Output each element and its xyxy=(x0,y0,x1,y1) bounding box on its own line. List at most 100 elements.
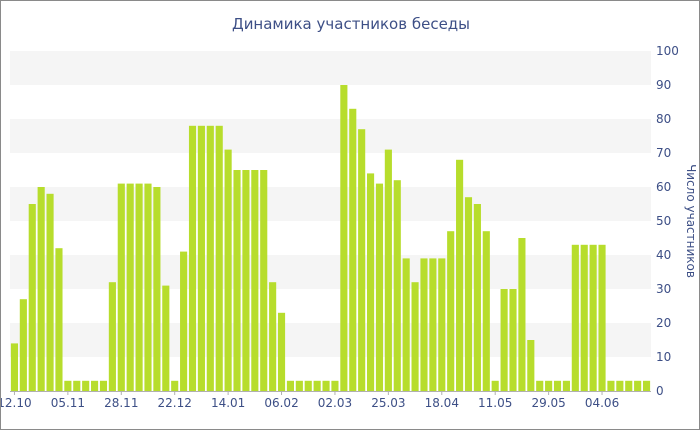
y-tick-label: 20 xyxy=(656,316,671,330)
bar xyxy=(304,380,312,391)
bar xyxy=(331,380,339,391)
bar xyxy=(188,125,197,392)
bar xyxy=(589,244,597,391)
x-tick-label: 11.05 xyxy=(478,396,512,410)
bar xyxy=(447,231,455,391)
y-tick-label: 60 xyxy=(656,180,671,194)
x-tick-label: 05.11 xyxy=(51,396,85,410)
bar xyxy=(224,149,232,391)
bar xyxy=(358,129,366,391)
bar xyxy=(286,380,294,391)
bar xyxy=(64,380,72,391)
grid-band xyxy=(10,323,651,357)
bar xyxy=(215,125,223,392)
y-axis-label: Число участников xyxy=(684,164,698,278)
bar xyxy=(473,204,481,391)
bar xyxy=(37,187,45,391)
bar xyxy=(295,380,303,391)
x-tick-label: 18.04 xyxy=(425,396,459,410)
bar xyxy=(82,380,90,391)
y-tick-label: 90 xyxy=(656,78,671,92)
bar xyxy=(616,380,624,391)
bar xyxy=(99,380,108,391)
x-tick-label: 12.10 xyxy=(1,396,32,410)
y-tick-label: 70 xyxy=(656,146,671,160)
bar xyxy=(518,238,526,391)
y-tick-label: 80 xyxy=(656,112,671,126)
bar xyxy=(349,108,357,392)
bar xyxy=(375,183,384,391)
bar xyxy=(233,170,241,391)
bar xyxy=(598,244,606,391)
bar xyxy=(313,380,321,391)
bar xyxy=(55,248,63,391)
bar xyxy=(269,282,277,391)
x-tick-label: 04.06 xyxy=(585,396,619,410)
grid-band xyxy=(10,187,651,221)
bar xyxy=(242,170,250,391)
x-tick-label: 06.02 xyxy=(264,396,298,410)
y-tick-label: 100 xyxy=(656,44,679,58)
grid-band xyxy=(10,51,651,85)
y-tick-label: 10 xyxy=(656,350,671,364)
bar xyxy=(117,183,125,391)
y-tick-label: 0 xyxy=(656,384,664,398)
bar xyxy=(642,380,651,391)
bar xyxy=(393,180,401,391)
x-tick-label: 29.05 xyxy=(531,396,565,410)
bar xyxy=(536,380,544,391)
bar xyxy=(384,149,392,391)
x-tick-label: 22.12 xyxy=(158,396,192,410)
bar xyxy=(438,258,446,391)
bar xyxy=(340,85,348,391)
bar xyxy=(135,183,143,391)
bar xyxy=(607,380,615,391)
bar xyxy=(402,258,410,391)
bar xyxy=(197,125,205,392)
y-tick-label: 40 xyxy=(656,248,671,262)
bar xyxy=(322,380,330,391)
grid-band xyxy=(10,255,651,289)
bar xyxy=(464,197,473,391)
bar xyxy=(28,204,36,391)
x-tick-label: 25.03 xyxy=(371,396,405,410)
bar xyxy=(206,125,214,392)
bar xyxy=(456,159,464,391)
bar xyxy=(73,380,81,391)
bar xyxy=(420,258,428,391)
bar xyxy=(260,170,268,391)
bar xyxy=(180,251,188,391)
chart-title: Динамика участников беседы xyxy=(231,15,471,33)
bar xyxy=(500,289,508,391)
bar xyxy=(10,343,19,391)
grid-band xyxy=(10,119,651,153)
x-tick-label: 02.03 xyxy=(318,396,352,410)
bar xyxy=(634,380,642,391)
y-tick-label: 30 xyxy=(656,282,671,296)
bar xyxy=(562,380,570,391)
bar xyxy=(108,282,116,391)
bar xyxy=(509,289,517,391)
bar xyxy=(153,187,161,391)
bar xyxy=(527,340,535,391)
bar xyxy=(491,380,499,391)
bar xyxy=(91,380,99,391)
bar xyxy=(251,170,259,391)
bar xyxy=(482,231,490,391)
bar xyxy=(429,258,437,391)
bar xyxy=(545,380,553,391)
bar xyxy=(571,244,579,391)
bar xyxy=(46,193,54,391)
bar xyxy=(277,312,286,391)
bar xyxy=(144,183,152,391)
bar xyxy=(171,380,179,391)
bar xyxy=(580,244,588,391)
bar xyxy=(126,183,134,391)
x-tick-label: 28.11 xyxy=(104,396,138,410)
bar xyxy=(19,299,27,391)
bar xyxy=(411,282,419,391)
bar xyxy=(162,285,170,391)
bar xyxy=(367,173,375,391)
